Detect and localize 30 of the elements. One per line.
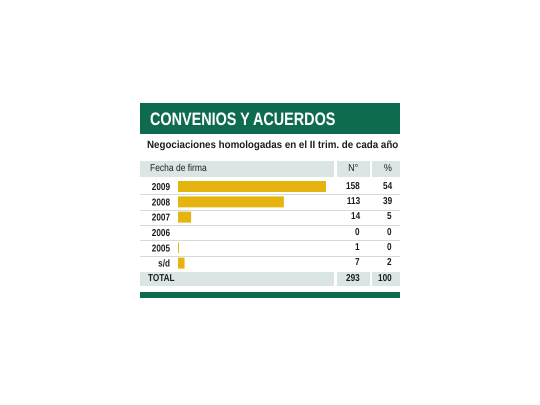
y-tick-label: 2008 <box>152 196 170 208</box>
text: 0 <box>387 242 392 253</box>
text: 5 <box>387 211 392 222</box>
data-label: 7 <box>355 257 360 268</box>
text: % <box>384 163 392 174</box>
text: 293 <box>346 273 360 284</box>
data-label: 158 <box>346 180 360 192</box>
chart-subtitle: Negociaciones homologadas en el II trim. de cada año <box>147 138 398 151</box>
bar <box>178 196 284 208</box>
text: N° <box>348 163 358 174</box>
text: TOTAL <box>148 273 175 284</box>
text: 54 <box>382 180 392 192</box>
text: 39 <box>382 196 392 207</box>
data-label: 14 <box>350 211 360 222</box>
y-tick-label: 2006 <box>152 227 170 238</box>
data-label: 113 <box>346 196 360 207</box>
data-label: 1 <box>355 242 360 253</box>
y-axis-title: Fecha de firma <box>150 163 207 174</box>
y-tick-label: s/d <box>158 258 170 269</box>
y-tick-label: 2005 <box>152 242 170 254</box>
y-tick-label: 2007 <box>152 212 170 223</box>
chart-title: CONVENIOS Y ACUERDOS <box>150 108 336 128</box>
data-label: 0 <box>355 226 360 238</box>
text: 2 <box>387 257 392 268</box>
bar <box>178 212 192 223</box>
y-tick-label: 2009 <box>152 181 170 192</box>
text: 100 <box>378 273 392 284</box>
bar <box>178 258 185 269</box>
bar <box>178 181 326 192</box>
text: 0 <box>387 226 392 238</box>
